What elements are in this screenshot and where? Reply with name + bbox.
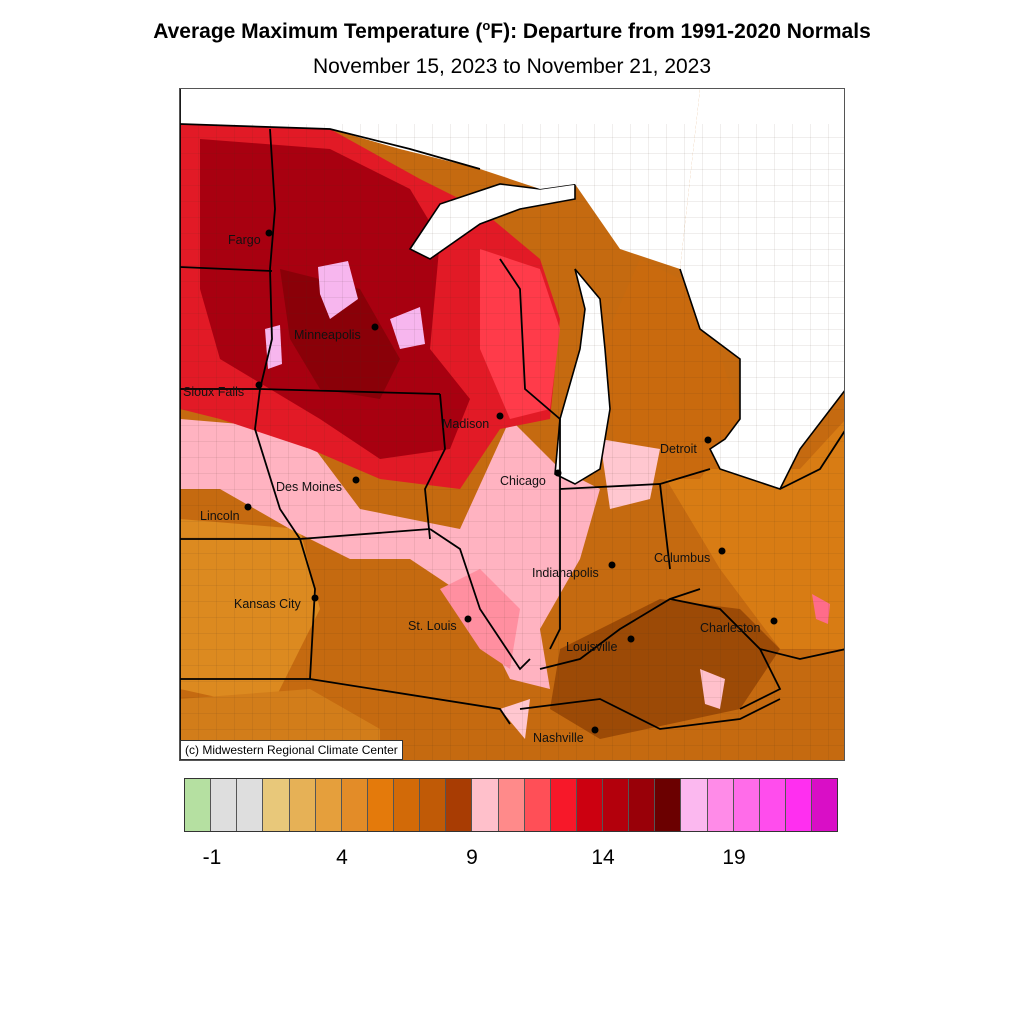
legend-swatch — [812, 779, 838, 831]
city-dot-lincoln — [244, 503, 252, 511]
title-main: Average Maximum Temperature ( — [153, 20, 483, 43]
legend-swatch — [446, 779, 473, 831]
legend-swatch — [341, 779, 368, 831]
title-unit: F): Departure from 1991-2020 Normals — [490, 20, 871, 43]
city-dot-indianapolis — [608, 561, 616, 569]
legend-swatch — [785, 779, 812, 831]
legend-swatch — [550, 779, 577, 831]
city-dot-charleston — [770, 617, 778, 625]
city-dot-chicago — [554, 469, 562, 477]
legend-tick-label: 9 — [466, 846, 478, 869]
county-grid — [180, 124, 844, 760]
city-label-sioux-falls: Sioux Falls — [183, 385, 244, 399]
city-label-minneapolis: Minneapolis — [294, 328, 361, 342]
city-dot-minneapolis — [371, 323, 379, 331]
city-markers: Fargo Minneapolis Sioux Falls Madison De… — [183, 229, 778, 745]
legend-swatch — [576, 779, 603, 831]
city-label-nashville: Nashville — [533, 731, 584, 745]
legend-swatch — [315, 779, 342, 831]
legend-swatch — [707, 779, 734, 831]
city-label-kansas-city: Kansas City — [234, 597, 301, 611]
city-label-des-moines: Des Moines — [276, 480, 342, 494]
city-dot-nashville — [591, 726, 599, 734]
legend-swatch — [498, 779, 525, 831]
legend-swatch — [759, 779, 786, 831]
legend-swatch — [289, 779, 316, 831]
legend-swatch — [655, 779, 682, 831]
legend-tick-label: 14 — [591, 846, 615, 869]
legend-swatch — [603, 779, 630, 831]
legend-tick-label: -1 — [202, 846, 222, 869]
legend-tick-label: 19 — [722, 846, 746, 869]
city-label-lincoln: Lincoln — [200, 509, 240, 523]
city-dot-sioux-falls — [255, 381, 263, 389]
legend-swatch — [367, 779, 394, 831]
legend-swatch — [472, 779, 499, 831]
legend-swatch — [629, 779, 656, 831]
color-legend — [184, 778, 838, 832]
city-dot-st-louis — [464, 615, 472, 623]
degree-symbol: o — [482, 18, 491, 33]
state-borders — [180, 89, 844, 760]
legend-swatch — [681, 779, 708, 831]
city-dot-columbus — [718, 547, 726, 555]
legend-swatch — [185, 779, 212, 831]
city-label-chicago: Chicago — [500, 474, 546, 488]
legend-swatch — [420, 779, 447, 831]
legend-tick-label: 4 — [336, 846, 348, 869]
city-label-charleston: Charleston — [700, 621, 760, 635]
legend-swatch — [733, 779, 760, 831]
legend-swatch — [394, 779, 421, 831]
temperature-map: Fargo Minneapolis Sioux Falls Madison De… — [180, 89, 844, 760]
legend-ticks: -1 4 9 14 19 — [0, 846, 1024, 876]
map-subtitle: November 15, 2023 to November 21, 2023 — [312, 55, 712, 78]
legend-swatch — [524, 779, 551, 831]
city-dot-louisville — [627, 635, 635, 643]
city-dot-des-moines — [352, 476, 360, 484]
city-dot-fargo — [265, 229, 273, 237]
city-label-columbus: Columbus — [654, 551, 710, 565]
city-label-madison: Madison — [442, 417, 489, 431]
city-label-fargo: Fargo — [228, 233, 261, 247]
city-dot-detroit — [704, 436, 712, 444]
copyright-label: (c) Midwestern Regional Climate Center — [180, 740, 403, 760]
map-frame: Fargo Minneapolis Sioux Falls Madison De… — [179, 88, 845, 761]
city-dot-madison — [496, 412, 504, 420]
city-label-st-louis: St. Louis — [408, 619, 457, 633]
map-title: Average Maximum Temperature (oF): Depart… — [0, 18, 1024, 44]
legend-swatch — [263, 779, 290, 831]
legend-swatch — [211, 779, 238, 831]
city-dot-kansas-city — [311, 594, 319, 602]
legend-swatch — [237, 779, 264, 831]
city-label-louisville: Louisville — [566, 640, 617, 654]
city-label-indianapolis: Indianapolis — [532, 566, 599, 580]
city-label-detroit: Detroit — [660, 442, 697, 456]
